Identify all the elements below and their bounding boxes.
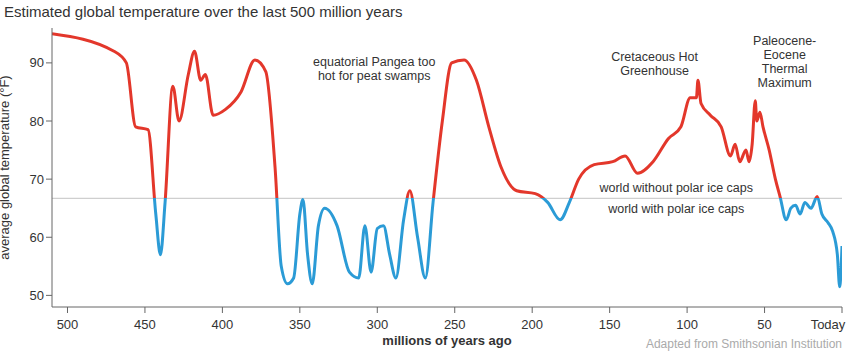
svg-text:300: 300 xyxy=(366,317,388,332)
html-text:Estimated global temperature o: Estimated global temperature over the la… xyxy=(4,3,403,20)
svg-text:world without polar ice caps: world without polar ice caps xyxy=(598,181,753,195)
svg-text:500: 500 xyxy=(57,317,79,332)
svg-text:60: 60 xyxy=(30,230,44,245)
html-text:Adapted from Smithsonian Insti: Adapted from Smithsonian Institution xyxy=(645,337,842,351)
svg-text:Today: Today xyxy=(811,317,840,332)
svg-text:average global temperature (°F: average global temperature (°F) xyxy=(8,75,12,259)
svg-text:50: 50 xyxy=(757,317,771,332)
svg-text:90: 90 xyxy=(30,55,44,70)
svg-text:equatorial Pangea toohot for p: equatorial Pangea toohot for peat swamps xyxy=(313,55,435,83)
svg-text:200: 200 xyxy=(521,317,543,332)
svg-text:world with polar ice caps: world with polar ice caps xyxy=(607,202,744,216)
svg-text:Cretaceous HotGreenhouse: Cretaceous HotGreenhouse xyxy=(611,50,698,78)
svg-text:350: 350 xyxy=(289,317,311,332)
svg-text:millions of years ago: millions of years ago xyxy=(382,333,511,348)
svg-text:70: 70 xyxy=(30,172,44,187)
svg-text:Paleocene-EoceneThermalMaximum: Paleocene-EoceneThermalMaximum xyxy=(753,34,816,90)
svg-text:400: 400 xyxy=(212,317,234,332)
svg-text:150: 150 xyxy=(599,317,621,332)
svg-text:100: 100 xyxy=(676,317,698,332)
svg-text:250: 250 xyxy=(444,317,466,332)
svg-text:450: 450 xyxy=(134,317,156,332)
svg-text:80: 80 xyxy=(30,114,44,129)
svg-text:50: 50 xyxy=(30,288,44,303)
